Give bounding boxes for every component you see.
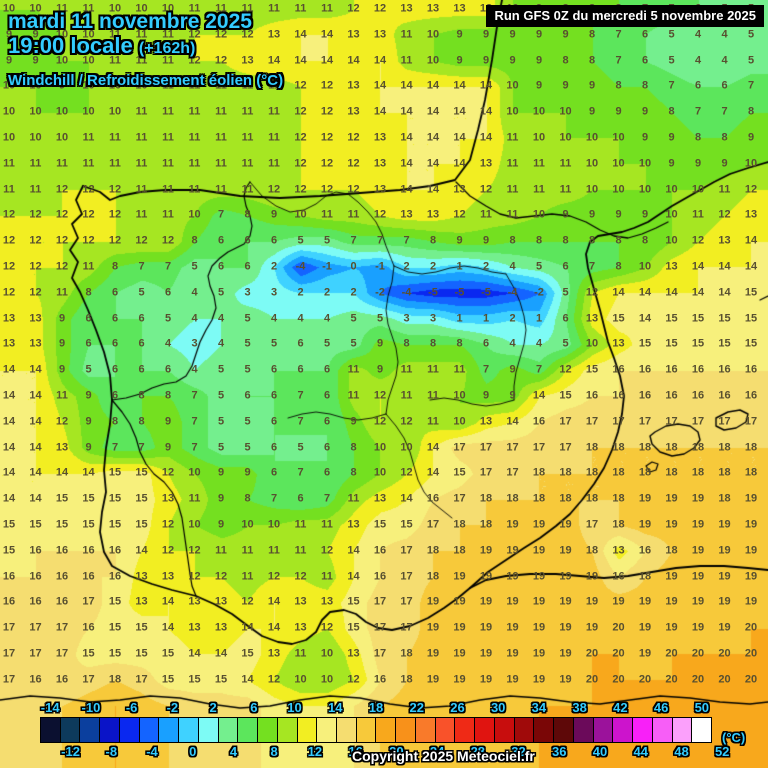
legend-swatch [337,718,357,742]
legend-swatch [317,718,338,742]
legend-swatch [376,718,397,742]
legend-tick-label: -12 [61,744,80,759]
legend-swatch [356,718,377,742]
legend-swatch [672,718,693,742]
legend-swatch [415,718,436,742]
legend-tick-label: 34 [531,700,547,715]
legend-swatch [534,718,555,742]
legend-swatch [179,718,199,742]
legend-tick-label: 50 [694,700,710,715]
forecast-lead-time: (+162h) [138,40,196,57]
legend-swatch [258,718,278,742]
legend-swatch [494,718,515,742]
legend-tick-label: 36 [552,744,567,759]
forecast-time-value: 19:00 locale [8,33,133,58]
legend-swatch [198,718,219,742]
legend-tick-label: 42 [613,700,628,715]
legend-tick-label: 2 [209,700,217,715]
legend-swatch [475,718,495,742]
legend-unit-label: (°C) [722,730,746,745]
legend-tick-label: 16 [348,744,363,759]
legend-swatch [80,718,101,742]
legend-tick-label: 26 [450,700,465,715]
legend-swatch [435,718,456,742]
legend-swatch [139,718,160,742]
legend-tick-label: 20 [389,744,404,759]
legend-swatch [218,718,239,742]
legend-swatch [396,718,416,742]
legend-swatch [277,718,298,742]
legend-swatch [593,718,614,742]
color-scale-legend: (°C) -14 -10 -6 -2 2 6 10 14 18 22 26 30 34 38 42 46 50-… [0,700,768,768]
legend-tick-label: -10 [81,700,101,715]
legend-tick-label: 4 [229,744,238,759]
legend-swatch [573,718,594,742]
copyright-label: Copyright 2025 Meteociel.fr [352,748,535,764]
legend-swatch [159,718,180,742]
legend-tick-label: 12 [307,744,323,759]
forecast-time-label: 19:00 locale (+162h) [8,33,195,59]
legend-swatch [692,718,711,742]
legend-swatch [60,718,81,742]
legend-swatch [41,718,61,742]
legend-swatch [455,718,476,742]
legend-swatch [119,718,140,742]
parameter-label: Windchill / Refroidissement éolien (°C) [8,72,284,89]
legend-tick-label: 6 [250,700,258,715]
legend-tick-label: -2 [166,700,179,715]
legend-tick-label: 46 [653,700,669,715]
legend-tick-label: 14 [328,700,343,715]
legend-tick-label: 22 [409,700,424,715]
legend-tick-label: 24 [429,744,445,759]
legend-tick-label: 40 [592,744,608,759]
legend-tick-label: -6 [125,700,138,715]
legend-swatch [554,718,574,742]
legend-tick-label: 52 [714,744,730,759]
legend-tick-label: 48 [674,744,689,759]
legend-swatch [613,718,634,742]
legend-swatch-bar[interactable] [40,717,712,743]
legend-swatch [297,718,318,742]
legend-tick-label: 28 [470,744,486,759]
legend-tick-label: 10 [287,700,302,715]
legend-tick-label: 32 [511,744,526,759]
legend-tick-label: -14 [40,700,60,715]
legend-swatch [633,718,653,742]
legend-tick-label: 18 [368,700,384,715]
legend-swatch [652,718,673,742]
model-run-banner: Run GFS 0Z du mercredi 5 novembre 2025 [486,5,764,27]
legend-tick-label: 38 [572,700,587,715]
legend-swatch [514,718,535,742]
legend-swatch [100,718,120,742]
legend-tick-label: -4 [146,744,158,759]
legend-tick-label: 44 [633,744,648,759]
legend-tick-label: 0 [189,744,197,759]
legend-tick-label: 8 [270,744,278,759]
legend-swatch [238,718,259,742]
legend-tick-label: -8 [105,744,118,759]
legend-tick-label: 30 [490,700,506,715]
forecast-date-label: mardi 11 novembre 2025 [8,10,252,33]
